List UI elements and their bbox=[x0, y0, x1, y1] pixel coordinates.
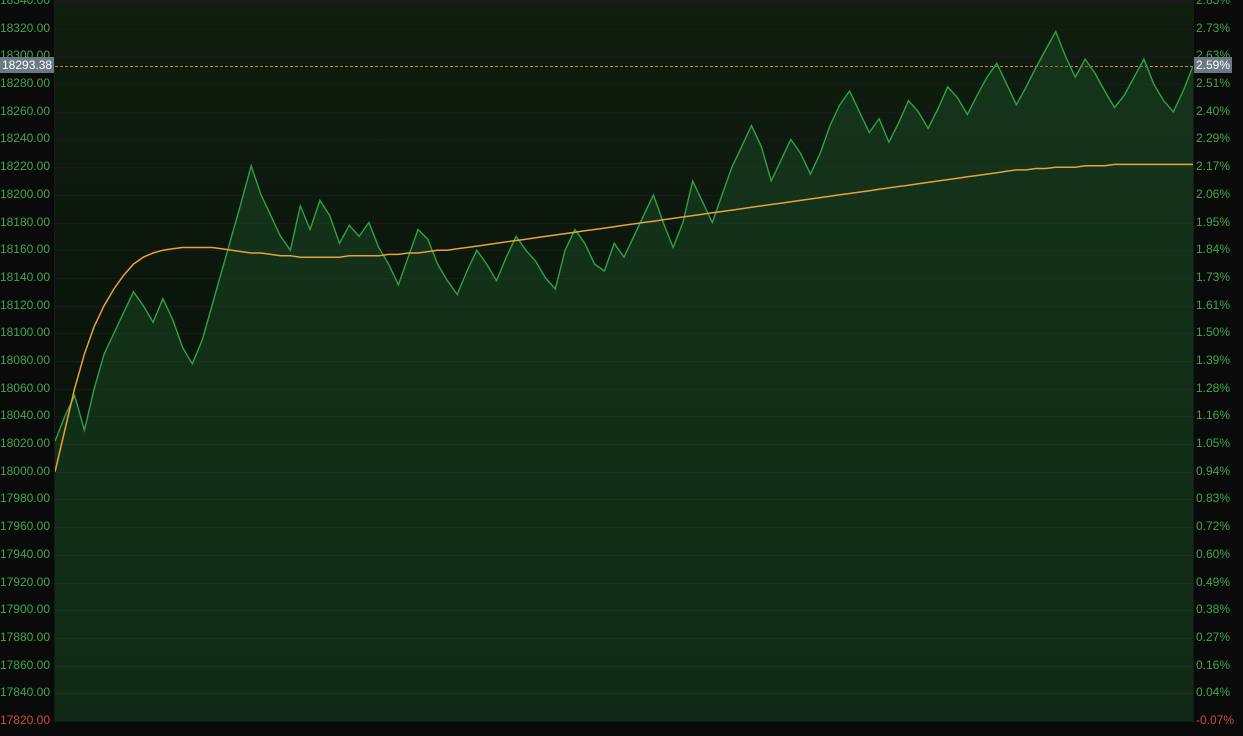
y-right-tick: 1.73% bbox=[1196, 270, 1230, 284]
y-left-tick: 18060.00 bbox=[0, 381, 50, 395]
y-right-tick: 0.04% bbox=[1196, 685, 1230, 699]
y-right-tick: 0.72% bbox=[1196, 519, 1230, 533]
y-right-tick: 1.05% bbox=[1196, 436, 1230, 450]
y-right-tick: 0.83% bbox=[1196, 491, 1230, 505]
y-left-tick: 17980.00 bbox=[0, 491, 50, 505]
y-left-tick: 18240.00 bbox=[0, 131, 50, 145]
y-left-tick: 18120.00 bbox=[0, 298, 50, 312]
y-left-tick: 18000.00 bbox=[0, 464, 50, 478]
price-area bbox=[55, 32, 1193, 722]
y-left-tick: 17900.00 bbox=[0, 602, 50, 616]
y-right-tick: 2.06% bbox=[1196, 187, 1230, 201]
y-right-tick: 0.60% bbox=[1196, 547, 1230, 561]
grid-line bbox=[55, 721, 1193, 722]
y-left-tick: 17880.00 bbox=[0, 630, 50, 644]
y-right-tick: 0.16% bbox=[1196, 658, 1230, 672]
y-left-tick: 18200.00 bbox=[0, 187, 50, 201]
y-left-tick: 18020.00 bbox=[0, 436, 50, 450]
y-left-tick: 18180.00 bbox=[0, 215, 50, 229]
y-left-tick: 17920.00 bbox=[0, 575, 50, 589]
y-right-tick: 2.29% bbox=[1196, 131, 1230, 145]
y-right-tick: 2.73% bbox=[1196, 21, 1230, 35]
y-right-tick: 2.40% bbox=[1196, 104, 1230, 118]
y-axis-right: 2.85%2.73%2.63%2.51%2.40%2.29%2.17%2.06%… bbox=[1192, 0, 1243, 736]
y-axis-left: 18340.0018320.0018300.0018280.0018260.00… bbox=[0, 0, 54, 736]
y-right-tick: 2.51% bbox=[1196, 76, 1230, 90]
y-left-tick: 17940.00 bbox=[0, 547, 50, 561]
y-right-tick: 1.28% bbox=[1196, 381, 1230, 395]
current-price-label: 18293.38 bbox=[0, 57, 54, 73]
y-right-tick: 1.84% bbox=[1196, 242, 1230, 256]
y-left-tick: 18140.00 bbox=[0, 270, 50, 284]
y-left-tick: 17820.00 bbox=[0, 713, 50, 727]
y-right-tick: 1.39% bbox=[1196, 353, 1230, 367]
plot-area[interactable] bbox=[54, 0, 1194, 722]
y-right-tick: 1.16% bbox=[1196, 408, 1230, 422]
y-left-tick: 18220.00 bbox=[0, 159, 50, 173]
y-left-tick: 18100.00 bbox=[0, 325, 50, 339]
y-right-tick: 1.61% bbox=[1196, 298, 1230, 312]
y-left-tick: 17960.00 bbox=[0, 519, 50, 533]
y-right-tick: -0.07% bbox=[1196, 713, 1234, 727]
y-left-tick: 17840.00 bbox=[0, 685, 50, 699]
y-right-tick: 0.49% bbox=[1196, 575, 1230, 589]
y-left-tick: 18040.00 bbox=[0, 408, 50, 422]
y-right-tick: 0.27% bbox=[1196, 630, 1230, 644]
y-left-tick: 18080.00 bbox=[0, 353, 50, 367]
y-right-tick: 0.94% bbox=[1196, 464, 1230, 478]
current-pct-label: 2.59% bbox=[1194, 57, 1232, 73]
y-left-tick: 18260.00 bbox=[0, 104, 50, 118]
series-svg bbox=[55, 1, 1193, 721]
y-left-tick: 18160.00 bbox=[0, 242, 50, 256]
stock-chart[interactable]: 18340.0018320.0018300.0018280.0018260.00… bbox=[0, 0, 1243, 736]
y-right-tick: 0.38% bbox=[1196, 602, 1230, 616]
y-right-tick: 2.17% bbox=[1196, 159, 1230, 173]
y-right-tick: 1.95% bbox=[1196, 215, 1230, 229]
y-left-tick: 18320.00 bbox=[0, 21, 50, 35]
y-left-tick: 17860.00 bbox=[0, 658, 50, 672]
y-left-tick: 18340.00 bbox=[0, 0, 50, 7]
y-left-tick: 18280.00 bbox=[0, 76, 50, 90]
y-right-tick: 2.85% bbox=[1196, 0, 1230, 7]
y-right-tick: 1.50% bbox=[1196, 325, 1230, 339]
